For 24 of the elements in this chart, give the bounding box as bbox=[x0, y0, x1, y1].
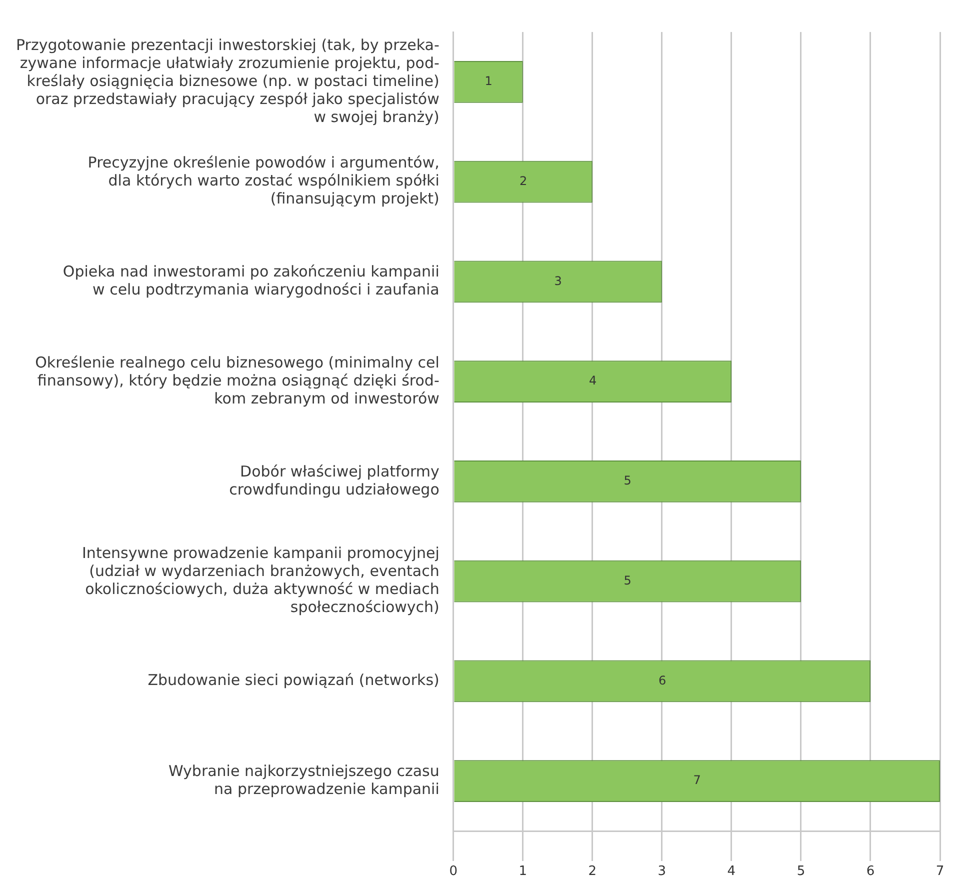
x-tick-label: 5 bbox=[796, 864, 806, 880]
data-label: 2 bbox=[519, 174, 528, 188]
data-label: 5 bbox=[624, 474, 632, 488]
x-tick-label: 7 bbox=[936, 864, 944, 880]
x-tick-label: 4 bbox=[727, 864, 736, 880]
y-tick-label: Zbudowanie sieci powiązań (networks) bbox=[148, 671, 440, 690]
y-tick-label: Wybranie najkorzystniejszego czasu na przeprowadzenie kampanii bbox=[168, 762, 440, 798]
data-label: 5 bbox=[624, 573, 632, 588]
y-tick-label: Określenie realnego celu biznesowego (minimalny cel finansowy), który będzie można osiągnąć dzięki środ- kom zebranym od inwestorów bbox=[35, 353, 440, 408]
x-tick-label: 2 bbox=[588, 864, 597, 880]
data-label: 1 bbox=[484, 74, 492, 88]
data-label: 3 bbox=[554, 274, 562, 288]
data-label: 7 bbox=[693, 773, 701, 788]
x-tick-label: 3 bbox=[658, 864, 666, 880]
y-tick-label: Precyzyjne określenie powodów i argumentów, dla których warto zostać wspólnikiem spółki (finansującym projekt) bbox=[88, 154, 440, 208]
y-tick-label: Opieka nad inwestorami po zakończeniu kampanii w celu podtrzymania wiarygodności i zaufania bbox=[62, 262, 440, 299]
x-tick-label: 6 bbox=[866, 864, 875, 880]
data-label: 4 bbox=[588, 374, 597, 388]
y-tick-label: Dobór właściwej platformy crowdfundingu udziałowego bbox=[229, 462, 440, 498]
x-tick-label: 0 bbox=[449, 864, 458, 880]
y-tick-label: Przygotowanie prezentacji inwestorskiej (tak, by przeka- zywane informacje ułatwiały zrozumienie projektu, pod- kreślały osiągnięcia biznesowe (np. w postaci timeline) oraz przedstawiały pracujący zespół jako specjalistów w swojej branży) bbox=[16, 36, 440, 126]
y-tick-label: Intensywne prowadzenie kampanii promocyjnej (udział w wydarzeniach branżowych, eventach okolicznościowych, duża aktywność w mediach społecznościowych) bbox=[82, 544, 440, 616]
x-tick-label: 1 bbox=[518, 864, 528, 880]
data-label: 6 bbox=[658, 673, 666, 688]
